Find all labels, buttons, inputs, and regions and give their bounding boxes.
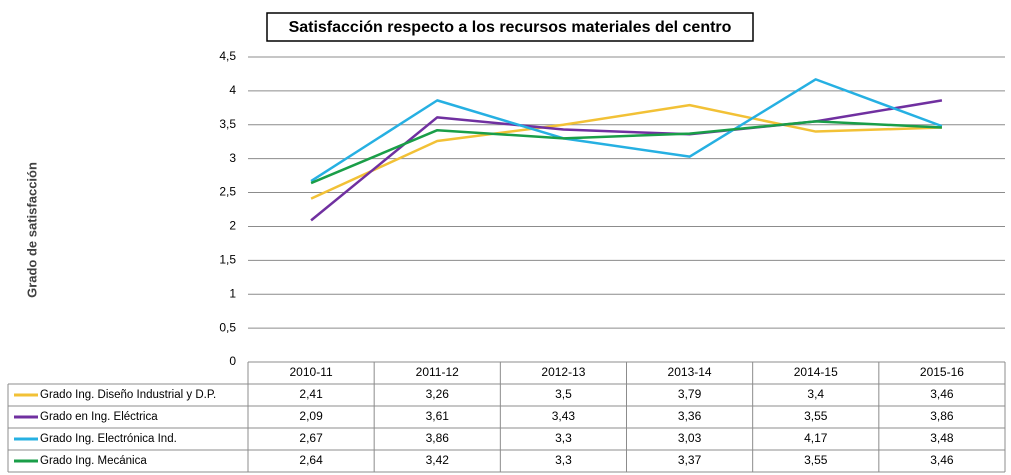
table-cell: 2,67 [299, 431, 323, 445]
series-line [310, 103, 942, 200]
table-cell: 3,46 [930, 387, 954, 401]
x-tick-label: 2013-14 [668, 365, 712, 379]
table-cell: 3,37 [678, 453, 702, 467]
legend-label: Grado en Ing. Eléctrica [40, 411, 158, 423]
table-cell: 3,55 [804, 453, 828, 467]
y-tick-label: 1,5 [219, 253, 236, 267]
table-cell: 3,3 [555, 453, 572, 467]
legend-label: Grado Ing. Electrónica Ind. [40, 433, 177, 445]
table-cell: 3,43 [552, 409, 576, 423]
table-cell: 2,64 [299, 453, 323, 467]
table-cell: 3,48 [930, 431, 954, 445]
y-tick-label: 0,5 [219, 320, 236, 334]
table-cell: 3,42 [426, 453, 450, 467]
table-cell: 3,61 [426, 409, 450, 423]
y-tick-label: 3,5 [219, 117, 236, 131]
legend-label: Grado Ing. Diseño Industrial y D.P. [40, 389, 216, 401]
y-tick-label: 2,5 [219, 185, 236, 199]
table-cell: 3,5 [555, 387, 572, 401]
table-cell: 3,3 [555, 431, 572, 445]
series-line [310, 99, 943, 222]
x-tick-label: 2014-15 [794, 365, 838, 379]
series-line [310, 78, 943, 183]
legend-label: Grado Ing. Mecánica [40, 455, 147, 467]
y-tick-label: 2 [229, 219, 236, 233]
table-cell: 3,36 [678, 409, 702, 423]
table-cell: 3,86 [426, 431, 450, 445]
table-cell: 3,55 [804, 409, 828, 423]
chart-title: Satisfacción respecto a los recursos mat… [289, 19, 732, 36]
y-tick-label: 1 [229, 286, 236, 300]
x-tick-label: 2015-16 [920, 365, 964, 379]
title-box [266, 12, 754, 42]
table-cell: 2,09 [299, 409, 323, 423]
y-axis-label: Grado de satisfacción [24, 162, 39, 298]
series-line [310, 120, 942, 185]
table-cell: 3,86 [930, 409, 954, 423]
x-tick-label: 2011-12 [416, 365, 459, 379]
table-cell: 3,4 [807, 387, 824, 401]
table-cell: 3,03 [678, 431, 702, 445]
table-cell: 3,79 [678, 387, 702, 401]
table-cell: 3,46 [930, 453, 954, 467]
y-tick-label: 4 [229, 83, 236, 97]
x-tick-label: 2010-11 [290, 365, 333, 379]
table-cell: 2,41 [299, 387, 323, 401]
y-tick-label: 3 [229, 151, 236, 165]
table-cell: 4,17 [804, 431, 828, 445]
x-tick-label: 2012-13 [541, 365, 585, 379]
y-tick-label: 0 [229, 354, 236, 368]
table-cell: 3,26 [426, 387, 450, 401]
y-tick-label: 4,5 [219, 49, 236, 63]
